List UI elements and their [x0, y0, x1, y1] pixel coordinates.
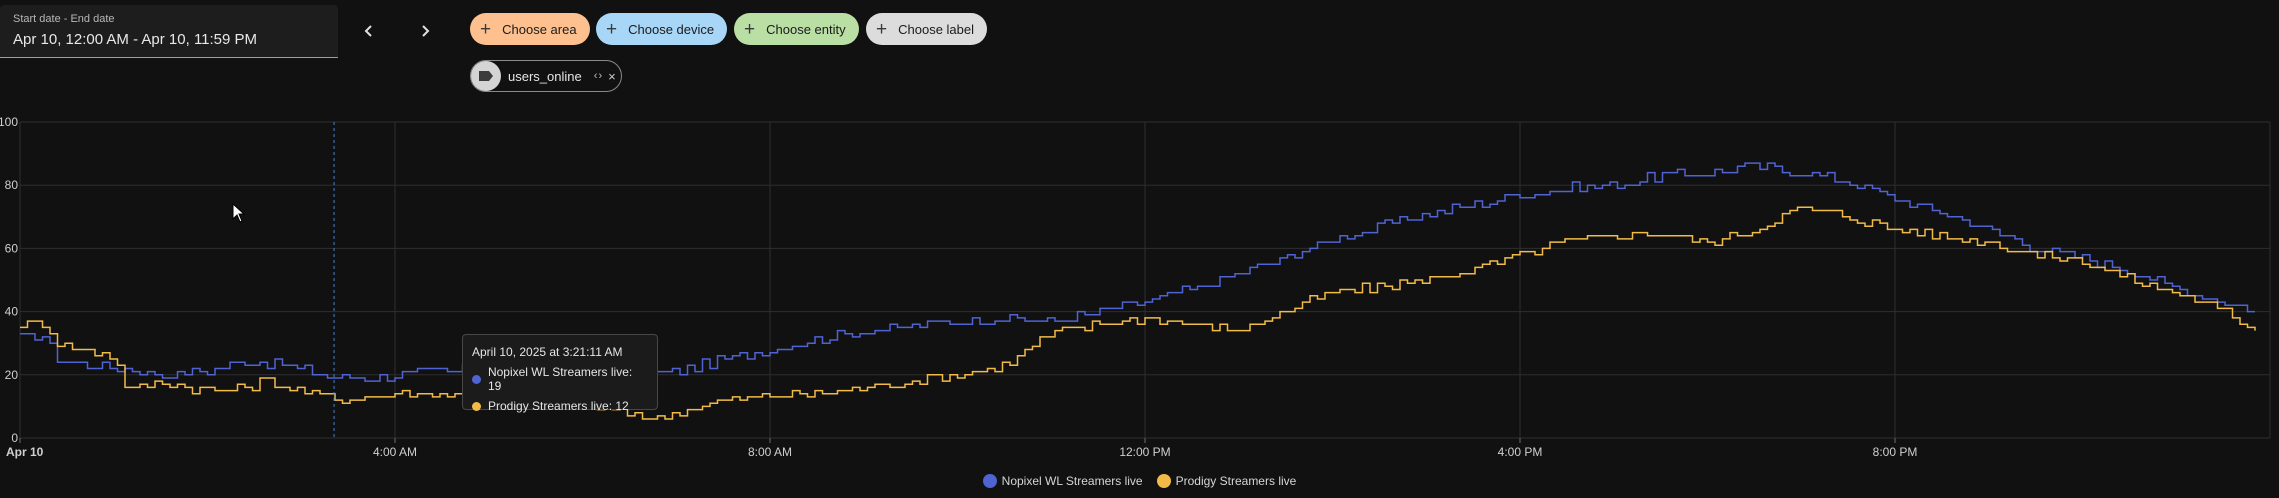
x-tick-label: 8:00 AM [748, 445, 792, 459]
chevron-right-icon [422, 25, 430, 37]
legend-item-prodigy[interactable]: Prodigy Streamers live [1156, 474, 1297, 488]
y-tick-label: 100 [0, 115, 18, 129]
entity-chip-label: users_online [508, 68, 582, 84]
choose-area-button[interactable]: + Choose area [470, 13, 590, 45]
choose-entity-button[interactable]: + Choose entity [734, 13, 859, 45]
chevron-left-icon [364, 25, 372, 37]
x-tick-label: Apr 10 [6, 445, 44, 459]
choose-entity-label: Choose entity [766, 21, 846, 37]
series-line-prodigy [20, 206, 2256, 420]
label-tag-icon [471, 61, 501, 91]
tooltip-title: April 10, 2025 at 3:21:11 AM [472, 345, 623, 359]
y-tick-label: 20 [5, 368, 19, 382]
y-tick-label: 80 [5, 178, 19, 192]
entity-chip-users-online[interactable]: users_online ‹ › × [470, 60, 622, 92]
y-tick-label: 0 [11, 431, 18, 445]
series-color-dot [472, 401, 481, 411]
previous-period-button[interactable] [350, 12, 388, 50]
mouse-cursor-icon [232, 203, 246, 223]
plus-icon: + [876, 18, 888, 40]
legend-item-nopixel[interactable]: Nopixel WL Streamers live [982, 474, 1143, 488]
series-line-nopixel [20, 162, 2255, 382]
remove-entity-button[interactable]: × [608, 68, 616, 84]
tooltip-row-prodigy: Prodigy Streamers live: 12 [472, 399, 648, 413]
choose-area-label: Choose area [502, 21, 577, 37]
series-color-dot [472, 374, 481, 384]
x-tick-label: 4:00 PM [1498, 445, 1543, 459]
choose-label-button[interactable]: + Choose label [866, 13, 987, 45]
tooltip-row-nopixel: Nopixel WL Streamers live: 19 [472, 365, 648, 393]
expand-icon[interactable]: ‹ › [593, 70, 602, 82]
chart-legend: Nopixel WL Streamers live Prodigy Stream… [0, 474, 2279, 488]
legend-color-dot [1156, 474, 1171, 488]
plus-icon: + [744, 18, 756, 40]
legend-color-dot [982, 474, 997, 488]
x-tick-label: 4:00 AM [373, 445, 417, 459]
tooltip-row-text: Nopixel WL Streamers live: 19 [487, 365, 633, 393]
choose-device-button[interactable]: + Choose device [596, 13, 728, 45]
plus-icon: + [606, 18, 618, 40]
chart-tooltip: April 10, 2025 at 3:21:11 AM Nopixel WL … [462, 334, 658, 413]
plus-icon: + [480, 18, 492, 40]
legend-label: Prodigy Streamers live [1175, 474, 1297, 488]
date-range-label: Start date - End date [13, 13, 115, 25]
next-period-button[interactable] [406, 12, 444, 50]
tooltip-row-text: Prodigy Streamers live: 12 [488, 399, 629, 413]
history-chart[interactable]: 0 20 40 60 80 100 Apr 10 4:00 AM 8:00 AM 12:00 PM… [0, 110, 2279, 470]
date-range-picker[interactable]: Start date - End date Apr 10, 12:00 AM -… [0, 5, 338, 58]
date-range-value: Apr 10, 12:00 AM - Apr 10, 11:59 PM [13, 31, 258, 48]
y-tick-label: 40 [5, 305, 19, 319]
x-tick-label: 12:00 PM [1119, 445, 1170, 459]
choose-label-label: Choose label [898, 21, 974, 37]
y-tick-label: 60 [5, 241, 19, 255]
choose-device-label: Choose device [628, 21, 715, 37]
legend-label: Nopixel WL Streamers live [1001, 474, 1143, 488]
x-tick-label: 8:00 PM [1873, 445, 1918, 459]
